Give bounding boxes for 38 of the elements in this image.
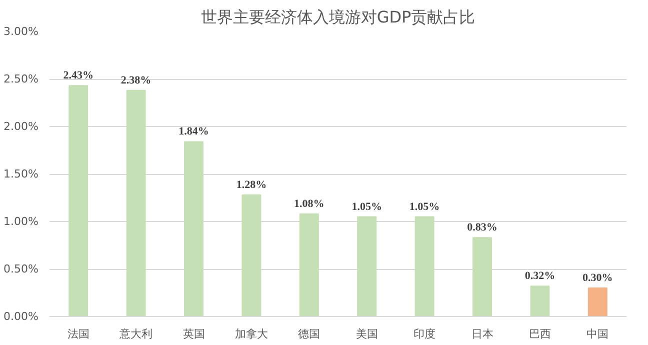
bar	[530, 286, 550, 316]
bar	[299, 213, 319, 316]
data-label: 0.83%	[467, 222, 498, 234]
y-tick-label: 3.00%	[4, 25, 39, 38]
y-tick-label: 0.50%	[4, 262, 39, 276]
x-tick-label: 英国	[182, 328, 205, 340]
bar	[357, 216, 377, 316]
y-tick-label: 2.50%	[4, 72, 39, 86]
y-tick-label: 1.50%	[4, 168, 39, 180]
y-tick-label: 2.00%	[4, 120, 39, 133]
x-tick-label: 日本	[471, 328, 494, 340]
x-tick-label: 印度	[414, 328, 436, 340]
bar	[126, 90, 146, 316]
x-tick-label: 中国	[586, 328, 609, 340]
y-tick-label: 0.00%	[4, 310, 39, 323]
x-tick-label: 美国	[356, 328, 378, 340]
x-tick-label: 巴西	[528, 328, 551, 340]
bar	[184, 141, 204, 316]
x-tick-label: 加拿大	[234, 328, 268, 340]
data-label: 1.84%	[178, 126, 209, 138]
y-tick-label: 1.00%	[4, 215, 39, 228]
data-label: 0.32%	[524, 270, 556, 282]
bar	[472, 237, 492, 316]
bar	[588, 288, 608, 316]
data-label: 1.08%	[294, 198, 324, 210]
data-label: 2.43%	[63, 70, 94, 82]
data-label: 1.05%	[352, 200, 382, 213]
x-tick-label: 德国	[298, 328, 320, 340]
data-label: 1.05%	[409, 200, 440, 213]
bar	[414, 216, 434, 316]
bar	[242, 194, 262, 316]
data-label: 2.38%	[120, 74, 152, 86]
bar	[68, 85, 88, 316]
x-tick-label: 意大利	[118, 328, 153, 340]
x-tick-label: 法国	[67, 328, 90, 340]
data-label: 1.28%	[236, 178, 267, 191]
chart-title: 世界主要经济体入境游对GDP贡献占比	[200, 8, 476, 26]
data-label: 0.30%	[582, 272, 613, 284]
